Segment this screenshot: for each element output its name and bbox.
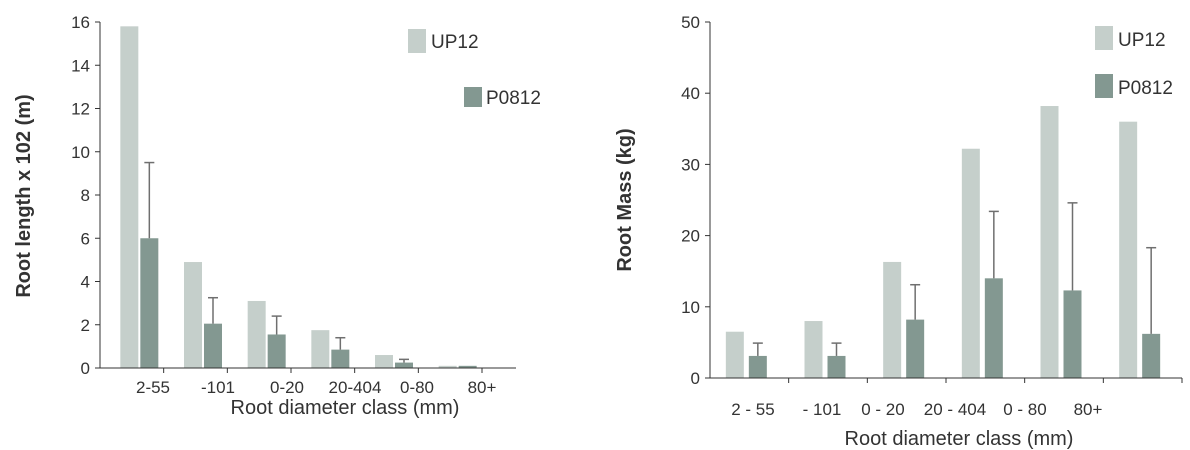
error-bars-root-mass — [752, 202, 1157, 356]
bar-p0812-3 — [984, 278, 1003, 378]
y-ticks-root-length: 0 2 4 6 8 10 12 14 16 — [71, 13, 100, 378]
legend-root-mass: UP12 P0812 — [1095, 26, 1173, 99]
bar-up12-5 — [1119, 121, 1138, 379]
x-tick-label: 2-55 — [136, 378, 170, 397]
x-tick-label: 0 - 80 — [1003, 400, 1046, 419]
y-ticks-root-mass: 0 10 20 30 40 50 — [681, 13, 710, 388]
x-tick-label: 20-404 — [329, 378, 382, 397]
x-tick-label: 80+ — [468, 378, 497, 397]
bars-root-mass — [725, 106, 1161, 379]
x-tick-label: 2 - 55 — [731, 400, 774, 419]
x-tick-label: 80+ — [1074, 400, 1103, 419]
x-axis-title-root-length: Root diameter class (mm) — [231, 397, 460, 419]
legend-swatch-up12 — [408, 29, 426, 53]
legend-label-up12: UP12 — [431, 32, 479, 53]
bar-p0812-0 — [140, 238, 159, 368]
bar-p0812-2 — [267, 334, 286, 368]
x-axis-title-root-mass: Root diameter class (mm) — [845, 428, 1074, 450]
y-tick-label: 40 — [681, 84, 700, 103]
bar-p0812-0 — [748, 355, 767, 378]
bar-up12-1 — [184, 262, 202, 368]
error-bars-root-length — [144, 161, 409, 363]
bar-p0812-1 — [204, 323, 222, 368]
bar-p0812-2 — [906, 319, 925, 378]
bar-up12-2 — [883, 261, 902, 378]
bar-p0812-5 — [458, 365, 477, 368]
bar-p0812-1 — [827, 355, 846, 378]
bar-p0812-3 — [331, 349, 350, 368]
legend-root-length: UP12 P0812 — [408, 29, 541, 109]
bar-p0812-5 — [1142, 333, 1161, 378]
x-tick-label: 20 - 404 — [924, 400, 986, 419]
legend-swatch-p0812 — [1095, 74, 1113, 98]
chart-root-mass: 0 10 20 30 40 50 2 - 55 - 101 0 - 20 20 - 404 0 -… — [614, 13, 1183, 450]
y-tick-label: 6 — [81, 229, 90, 248]
y-tick-label: 0 — [81, 359, 90, 378]
bar-up12-0 — [725, 331, 744, 378]
y-tick-label: 12 — [71, 100, 90, 119]
y-tick-label: 14 — [71, 56, 90, 75]
bar-up12-4 — [375, 355, 393, 368]
y-tick-label: 0 — [691, 369, 700, 388]
x-ticks-root-mass: 2 - 55 - 101 0 - 20 20 - 404 0 - 80 80+ — [731, 378, 1183, 419]
bars-root-length — [120, 26, 477, 368]
bar-p0812-4 — [1063, 290, 1082, 378]
x-tick-label: - 101 — [803, 400, 842, 419]
legend-label-p0812: P0812 — [1118, 78, 1173, 99]
y-axis-title-root-length: Root length x 102 (m) — [13, 94, 35, 297]
y-axis-title-root-mass: Root Mass (kg) — [614, 128, 636, 271]
y-tick-label: 50 — [681, 13, 700, 32]
bar-up12-5 — [438, 365, 457, 368]
y-tick-label: 10 — [681, 298, 700, 317]
y-tick-label: 30 — [681, 155, 700, 174]
legend-label-up12: UP12 — [1118, 30, 1166, 51]
bar-up12-1 — [804, 321, 823, 378]
bar-up12-3 — [961, 148, 980, 378]
y-tick-label: 16 — [71, 13, 90, 32]
x-tick-label: 0-20 — [270, 378, 304, 397]
bar-up12-3 — [311, 330, 330, 368]
y-tick-label: 10 — [71, 143, 90, 162]
bar-p0812-4 — [395, 362, 413, 368]
x-tick-label: 0 - 20 — [861, 400, 904, 419]
x-tick-label: 0-80 — [400, 378, 434, 397]
bar-up12-0 — [120, 26, 139, 368]
x-ticks-root-length: 2-55 -101 0-20 20-404 0-80 80+ — [136, 368, 497, 397]
y-tick-label: 8 — [81, 186, 90, 205]
legend-label-p0812: P0812 — [486, 88, 541, 109]
legend-swatch-p0812 — [464, 87, 482, 107]
legend-swatch-up12 — [1095, 26, 1113, 50]
bar-up12-4 — [1040, 106, 1059, 379]
x-tick-label: -101 — [201, 378, 235, 397]
y-tick-label: 4 — [81, 273, 90, 292]
bar-up12-2 — [247, 300, 266, 368]
y-tick-label: 20 — [681, 227, 700, 246]
y-tick-label: 2 — [81, 316, 90, 335]
